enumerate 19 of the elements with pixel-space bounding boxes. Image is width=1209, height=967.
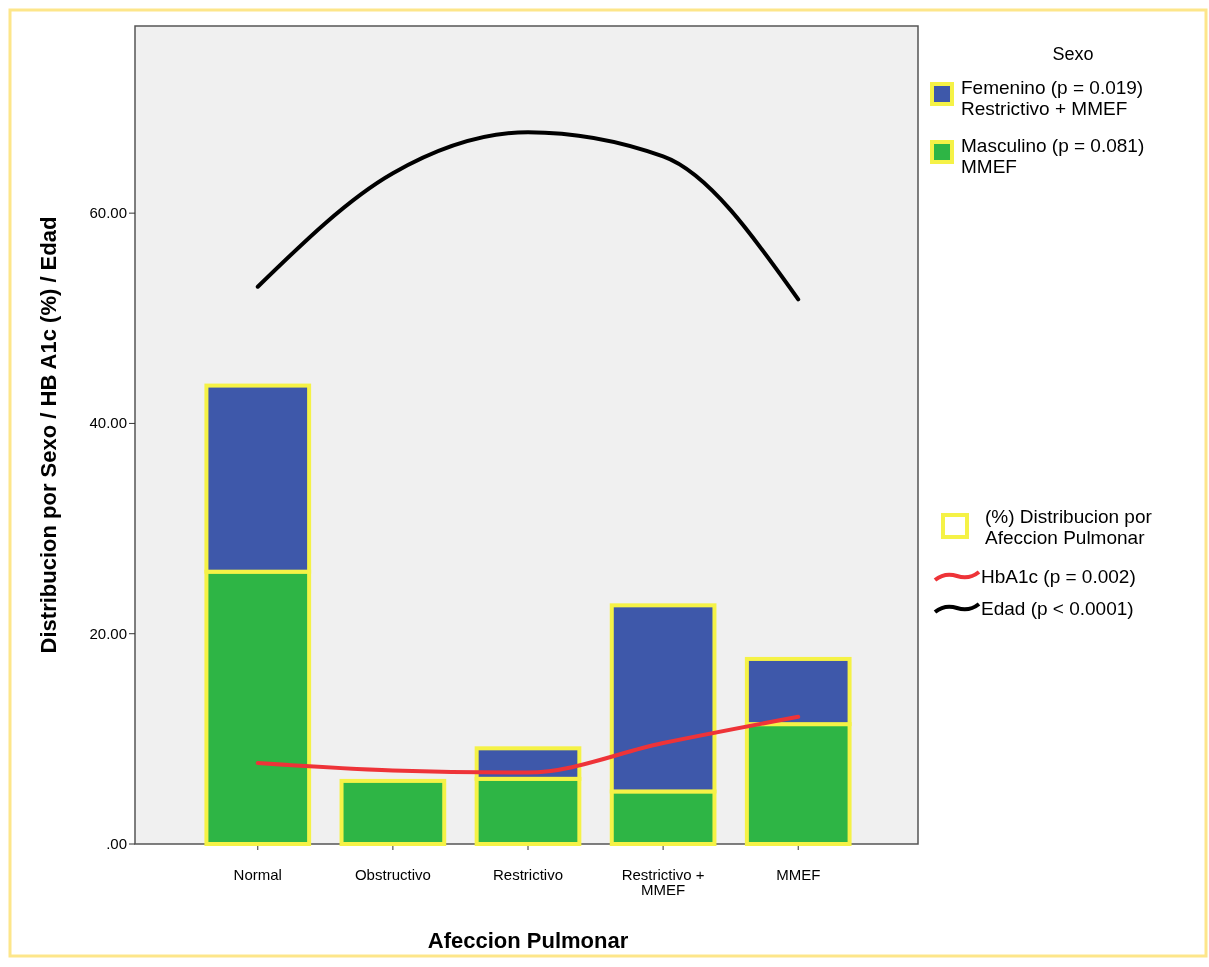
x-tick-label: Restrictivo + MMEF: [621, 866, 705, 898]
line-series: [255, 130, 801, 302]
x-axis-title: Afeccion Pulmonar: [427, 928, 629, 953]
x-tick-label: Obstructivo: [354, 866, 431, 883]
y-tick-label: .00: [106, 835, 127, 852]
y-tick-label: 60.00: [89, 204, 127, 222]
y-tick-label: 20.00: [89, 624, 127, 642]
x-tick-label: Normal: [233, 866, 282, 883]
y-axis-title: Distribucion por Sexo / HB A1c (%) / Edad: [36, 216, 61, 654]
x-tick-label: MMEF: [776, 866, 821, 883]
x-tick-label: Restrictivo: [492, 866, 564, 883]
y-tick-label: 40.00: [89, 414, 127, 432]
legend-label: HbA1c (p = 0.002): [981, 566, 1136, 587]
legend-title: Sexo: [1052, 44, 1094, 64]
legend-label: Femenino (p = 0.019) Restrictivo + MMEF: [961, 77, 1144, 119]
legend-label: Masculino (p = 0.081) MMEF: [961, 135, 1145, 177]
line-series: [255, 714, 801, 775]
text: (%) Distribucion por Afeccion Pulmonar: [985, 506, 1153, 548]
legend-label: Edad (p < 0.0001): [981, 598, 1134, 619]
